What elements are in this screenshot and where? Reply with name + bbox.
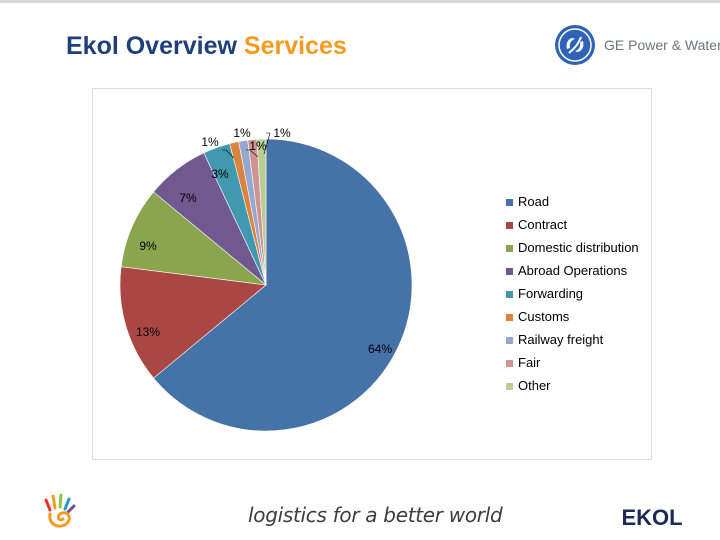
- data-label-other: 1%: [273, 126, 291, 140]
- tagline: logistics for a better world: [248, 503, 503, 527]
- data-label-domestic-distribution: 9%: [139, 239, 157, 253]
- legend-label: Fair: [518, 355, 541, 370]
- leader-line: [263, 132, 271, 155]
- page-title: Ekol Overview Services: [66, 32, 347, 61]
- pie-slice-other: [256, 138, 267, 286]
- legend-label: Forwarding: [518, 286, 584, 301]
- header-rule: [0, 0, 720, 3]
- legend-label: Abroad Operations: [518, 263, 628, 278]
- data-label-fair: 1%: [249, 139, 267, 153]
- legend-swatch: [506, 268, 513, 275]
- legend-label: Other: [518, 378, 551, 393]
- leader-line: [246, 149, 259, 158]
- data-label-railway-freight: 1%: [233, 126, 251, 140]
- ge-power-water-text: GE Power & Water: [604, 37, 720, 53]
- legend-swatch: [506, 383, 513, 390]
- chart-frame: [92, 88, 652, 460]
- legend-swatch: [506, 360, 513, 367]
- data-label-contract: 13%: [136, 325, 160, 339]
- pie-slice-contract: [119, 266, 267, 379]
- title-accent: Services: [243, 32, 347, 60]
- legend-swatch: [506, 222, 513, 229]
- hand-logo-icon: [44, 493, 76, 528]
- data-label-forwarding: 3%: [211, 167, 229, 181]
- ge-logo-icon: [555, 25, 595, 65]
- legend-label: Customs: [518, 309, 570, 324]
- leader-line: [222, 149, 235, 159]
- pie-slice-domestic-distribution: [120, 191, 267, 286]
- data-label-customs: 1%: [201, 135, 219, 149]
- legend-label: Railway freight: [518, 332, 604, 347]
- pie-slice-road: [153, 138, 413, 432]
- legend-swatch: [506, 337, 513, 344]
- legend-label: Contract: [518, 217, 568, 232]
- data-label-abroad-operations: 7%: [179, 191, 197, 205]
- svg-text:EKOL: EKOL: [621, 505, 682, 530]
- legend-label: Road: [518, 194, 550, 209]
- legend-swatch: [506, 314, 513, 321]
- legend-swatch: [506, 199, 513, 206]
- legend-swatch: [506, 291, 513, 298]
- data-label-road: 64%: [368, 342, 392, 356]
- ekol-logo: EKOL: [621, 505, 682, 530]
- legend-swatch: [506, 245, 513, 252]
- legend-label: Domestic distribution: [518, 240, 639, 255]
- title-main: Ekol Overview: [66, 32, 237, 60]
